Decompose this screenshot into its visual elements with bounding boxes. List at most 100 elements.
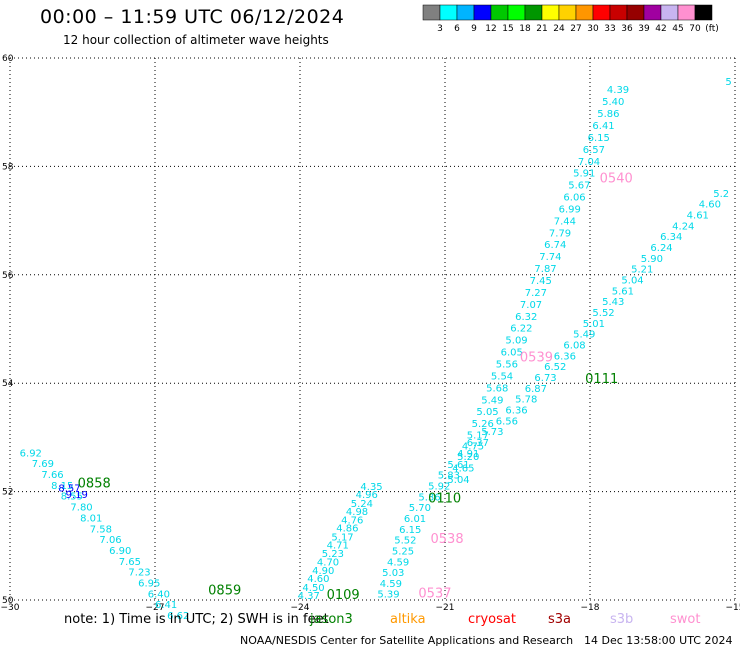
pass-time-label: 0859 bbox=[208, 584, 241, 599]
data-points: 5.044.655.204.755.175.265.055.495.685.54… bbox=[20, 77, 732, 622]
swh-value: 5.17 bbox=[467, 430, 489, 441]
swh-value: 5.61 bbox=[447, 460, 469, 471]
swh-value: 5.90 bbox=[641, 254, 663, 265]
colorbar-swatch bbox=[626, 4, 645, 21]
colorbar-swatch bbox=[541, 4, 560, 21]
swh-value: 6.08 bbox=[563, 341, 585, 352]
swh-value: 4.24 bbox=[672, 221, 694, 232]
swh-value: 5.61 bbox=[612, 286, 634, 297]
swh-value: 7.74 bbox=[539, 252, 561, 263]
swh-value: 6.90 bbox=[109, 546, 131, 557]
swh-value: 5.24 bbox=[351, 499, 373, 510]
colorbar-label: 45 bbox=[672, 24, 683, 34]
colorbar-swatch bbox=[507, 4, 526, 21]
y-tick-label: 58 bbox=[2, 162, 14, 172]
swh-value: 6.24 bbox=[650, 243, 672, 254]
colorbar-swatch bbox=[490, 4, 509, 21]
swh-value: 6.22 bbox=[510, 324, 532, 335]
x-tick-label: −30 bbox=[1, 603, 20, 613]
swh-value: 6.36 bbox=[554, 351, 576, 362]
colorbar-label: 39 bbox=[638, 24, 650, 34]
pass-time-label: 0110 bbox=[428, 491, 461, 506]
swh-value: 6.05 bbox=[501, 348, 523, 359]
swh-value: 6.36 bbox=[505, 406, 527, 417]
colorbar-label: (ft) bbox=[705, 24, 719, 34]
swh-value: 5 bbox=[725, 77, 731, 88]
colorbar-swatch bbox=[694, 4, 713, 21]
swh-value: 5.43 bbox=[602, 297, 624, 308]
swh-value: 6.06 bbox=[563, 193, 585, 204]
colorbar-label: 6 bbox=[454, 24, 460, 34]
pass-time-label: 0537 bbox=[418, 586, 451, 601]
swh-value: 5.01 bbox=[583, 319, 605, 330]
y-tick-label: 52 bbox=[2, 488, 13, 498]
swh-value: 5.70 bbox=[409, 503, 431, 514]
swh-value: 6.34 bbox=[660, 232, 682, 243]
swh-value: 8.55 bbox=[61, 492, 83, 503]
swh-value: 6.62 bbox=[167, 611, 189, 622]
swh-value: 7.69 bbox=[32, 459, 54, 470]
x-tick-label: −24 bbox=[291, 603, 310, 613]
generated-time: 14 Dec 13:58:00 UTC 2024 bbox=[584, 634, 733, 647]
swh-value: 5.26 bbox=[472, 419, 494, 430]
swh-value: 5.49 bbox=[481, 395, 503, 406]
swh-value: 5.86 bbox=[597, 109, 619, 120]
swh-value: 6.15 bbox=[588, 133, 610, 144]
colorbar-label: 3 bbox=[437, 24, 443, 34]
swh-value: 4.39 bbox=[607, 85, 629, 96]
swh-value: 7.07 bbox=[520, 300, 542, 311]
chart-subtitle: 12 hour collection of altimeter wave hei… bbox=[63, 33, 329, 47]
swh-value: 7.65 bbox=[119, 557, 141, 568]
swh-value: 7.44 bbox=[554, 216, 576, 227]
colorbar-swatch bbox=[439, 4, 458, 21]
mission-s3a: s3a bbox=[548, 612, 572, 627]
swh-value: 5.39 bbox=[377, 589, 399, 600]
swh-value: 4.98 bbox=[346, 507, 368, 518]
grid bbox=[9, 57, 736, 601]
swh-value: 5.03 bbox=[382, 568, 404, 579]
swh-value: 8.01 bbox=[80, 513, 102, 524]
swh-value: 4.75 bbox=[462, 441, 484, 452]
colorbar-swatch bbox=[660, 4, 679, 21]
swh-value: 6.01 bbox=[404, 514, 426, 525]
swh-value: 4.86 bbox=[336, 524, 358, 535]
swh-value: 8.15 bbox=[51, 481, 73, 492]
swh-value: 6.92 bbox=[20, 448, 42, 459]
mission-altika: altika bbox=[390, 612, 426, 627]
swh-value: 4.59 bbox=[380, 579, 402, 590]
swh-value: 9.19 bbox=[66, 490, 88, 501]
swh-value: 7.66 bbox=[41, 470, 63, 481]
swh-value: 4.91 bbox=[457, 449, 479, 460]
swh-value: 4.65 bbox=[452, 464, 474, 475]
swh-value: 7.80 bbox=[70, 503, 92, 514]
colorbar-swatch bbox=[473, 4, 492, 21]
swh-value: 6.41 bbox=[155, 600, 177, 611]
swh-value: 7.87 bbox=[534, 264, 556, 275]
swh-value: 4.50 bbox=[302, 583, 324, 594]
swh-value: 7.27 bbox=[525, 288, 547, 299]
y-tick-label: 50 bbox=[2, 596, 14, 606]
swh-value: 7.06 bbox=[99, 535, 121, 546]
swh-value: 6.95 bbox=[138, 578, 160, 589]
swh-value: 4.70 bbox=[317, 557, 339, 568]
y-tick-label: 60 bbox=[2, 54, 14, 64]
swh-value: 5.04 bbox=[621, 275, 643, 286]
swh-value: 5.91 bbox=[573, 169, 595, 180]
axes: −30 −27 −24 −21 −18 −15 50 52 54 56 58 60 bbox=[1, 54, 740, 613]
swh-value: 6.32 bbox=[515, 312, 537, 323]
pass-time-label: 0538 bbox=[431, 532, 464, 547]
x-tick-label: −15 bbox=[726, 603, 740, 613]
colorbar-swatch bbox=[558, 4, 577, 21]
swh-value: 5.52 bbox=[592, 308, 614, 319]
swh-value: 4.76 bbox=[341, 516, 363, 527]
chart-title: 00:00 – 11:59 UTC 06/12/2024 bbox=[40, 6, 345, 28]
colorbar-label: 12 bbox=[485, 24, 496, 34]
colorbar-label: 42 bbox=[655, 24, 666, 34]
pass-time-label: 0858 bbox=[78, 476, 111, 491]
colorbar-swatch bbox=[677, 4, 696, 21]
swh-value: 4.37 bbox=[298, 591, 320, 602]
swh-value: 6.37 bbox=[467, 438, 489, 449]
mission-swot: swot bbox=[670, 612, 701, 627]
x-tick-label: −21 bbox=[436, 603, 455, 613]
